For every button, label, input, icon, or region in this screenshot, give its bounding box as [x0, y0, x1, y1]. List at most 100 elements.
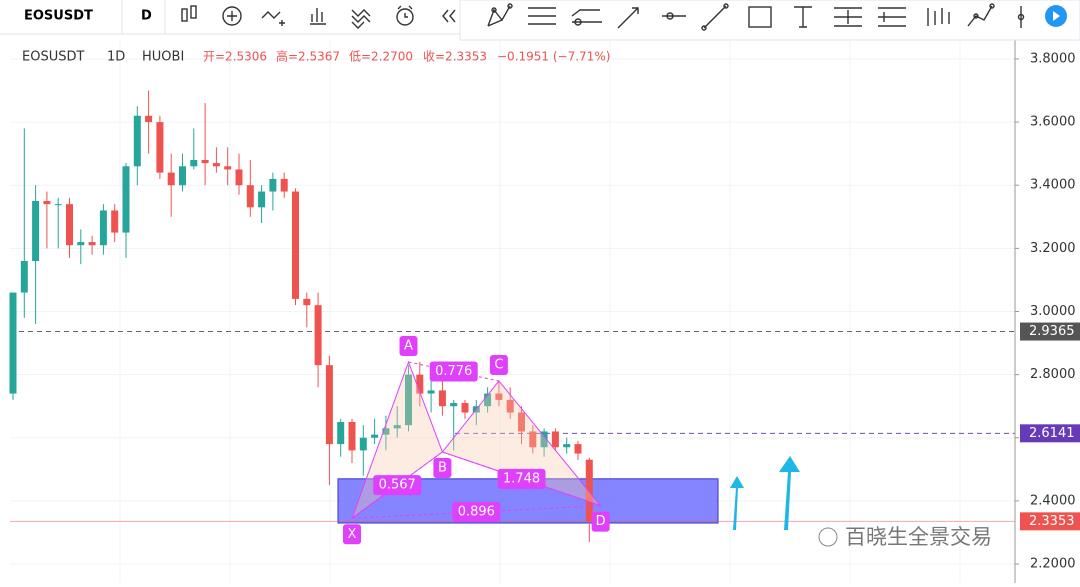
price-label: 2.3353 — [1029, 514, 1075, 529]
tool-pattern[interactable] — [487, 3, 513, 27]
y-tick-label: 2.2000 — [1030, 557, 1076, 572]
alert-button[interactable] — [396, 5, 414, 26]
price-axis: 2.20002.40002.60002.80003.00003.20003.40… — [1014, 40, 1080, 583]
candle-body — [43, 201, 51, 205]
arrow — [779, 456, 800, 530]
ratio-label: 0.896 — [458, 504, 495, 519]
point-label: C — [494, 357, 503, 372]
price-label-bg — [1020, 322, 1080, 341]
candle-body — [563, 444, 571, 448]
candle-body — [551, 431, 559, 448]
replay-button[interactable] — [442, 9, 456, 23]
candle-body — [359, 437, 367, 451]
point-label: B — [438, 460, 447, 475]
candle-body — [314, 305, 322, 366]
candle-body — [77, 242, 85, 246]
candle-body — [224, 166, 232, 170]
tool-trend[interactable] — [701, 3, 729, 31]
candle-body — [9, 292, 17, 394]
candle-body — [303, 298, 311, 306]
candle-body — [190, 159, 198, 167]
legend-open: 开=2.5306 — [203, 50, 267, 64]
ratio-label-bg — [497, 468, 546, 489]
ratio-label: 0.776 — [435, 364, 472, 379]
candle-body — [246, 185, 254, 208]
candle-body — [32, 201, 40, 261]
tool-rect[interactable] — [748, 6, 772, 28]
annotation-arrows — [730, 456, 800, 530]
price-label: 2.9365 — [1029, 324, 1075, 339]
financials-button[interactable] — [310, 8, 326, 25]
candle-body — [371, 434, 379, 438]
legend-exchange: HUOBI — [142, 50, 184, 65]
candle-body — [201, 159, 209, 164]
compare-button[interactable] — [222, 6, 242, 26]
candle-body — [484, 393, 492, 407]
tool-vline[interactable] — [1017, 6, 1025, 28]
candle-body — [495, 393, 503, 400]
y-tick-label: 3.2000 — [1030, 241, 1076, 256]
watermark: 百晓生全景交易 — [818, 525, 992, 549]
ratio-label-bg — [429, 361, 478, 382]
candle-body — [269, 178, 277, 192]
tool-long[interactable] — [834, 7, 862, 27]
candle-body — [54, 204, 62, 206]
legend-symbol: EOSUSDT — [22, 50, 84, 65]
chart-type-button[interactable] — [181, 5, 197, 22]
tool-hline[interactable] — [662, 12, 686, 20]
y-tick-label: 3.0000 — [1030, 304, 1076, 319]
symbol-button[interactable]: EOSUSDT — [24, 9, 93, 24]
candle-body — [438, 390, 446, 407]
point-label-bg — [399, 336, 418, 357]
candle-body — [66, 204, 73, 246]
candle-body — [348, 421, 356, 451]
candle-body — [145, 115, 153, 123]
candle-body — [585, 459, 593, 522]
candle-body — [133, 115, 141, 167]
candle-body — [393, 425, 401, 429]
point-label: D — [596, 514, 606, 529]
candle-body — [416, 374, 424, 394]
legend-close: 收=2.3353 — [423, 50, 487, 64]
point-label-bg — [591, 511, 610, 532]
candle-body — [122, 166, 130, 233]
candle-body — [427, 390, 435, 394]
candle-body — [179, 166, 186, 186]
candle-body — [88, 242, 96, 246]
y-tick-label: 2.8000 — [1030, 367, 1076, 382]
price-label-bg — [1020, 512, 1080, 531]
point-label: X — [348, 527, 357, 542]
drawing-toolbar — [459, 0, 1080, 41]
arrow — [730, 476, 744, 530]
ratio-label-bg — [373, 475, 422, 496]
candle-body — [540, 431, 548, 448]
candle-body — [461, 403, 469, 413]
legend: EOSUSDT 1D HUOBI 开=2.5306 高=2.5367 低=2.2… — [22, 49, 610, 65]
candle-body — [235, 169, 243, 186]
point-label-bg — [489, 354, 508, 375]
pattern-ratio-line — [442, 451, 601, 507]
interval-button[interactable]: D — [141, 9, 152, 24]
candle-body — [20, 260, 28, 293]
indicators-button[interactable] — [261, 11, 285, 26]
tool-arrow[interactable] — [617, 7, 639, 29]
tool-path[interactable] — [967, 3, 995, 27]
tool-range[interactable] — [878, 7, 906, 27]
tool-text[interactable] — [794, 6, 812, 28]
candle-body — [506, 399, 514, 413]
candle-body — [325, 365, 333, 445]
candle-body — [99, 210, 107, 246]
tool-channel[interactable] — [528, 7, 556, 25]
templates-button[interactable] — [351, 9, 371, 29]
legend-high: 高=2.5367 — [276, 49, 340, 64]
price-label: 2.6141 — [1029, 426, 1075, 441]
tool-bars[interactable] — [927, 8, 950, 26]
legend-change: −0.1951 (−7.71%) — [497, 50, 610, 64]
tool-parallel[interactable] — [571, 9, 602, 26]
point-label-bg — [433, 457, 452, 478]
y-tick-label: 3.4000 — [1030, 178, 1076, 193]
candle-body — [156, 122, 164, 173]
point-label-bg — [343, 524, 361, 545]
candle-body — [405, 374, 412, 426]
